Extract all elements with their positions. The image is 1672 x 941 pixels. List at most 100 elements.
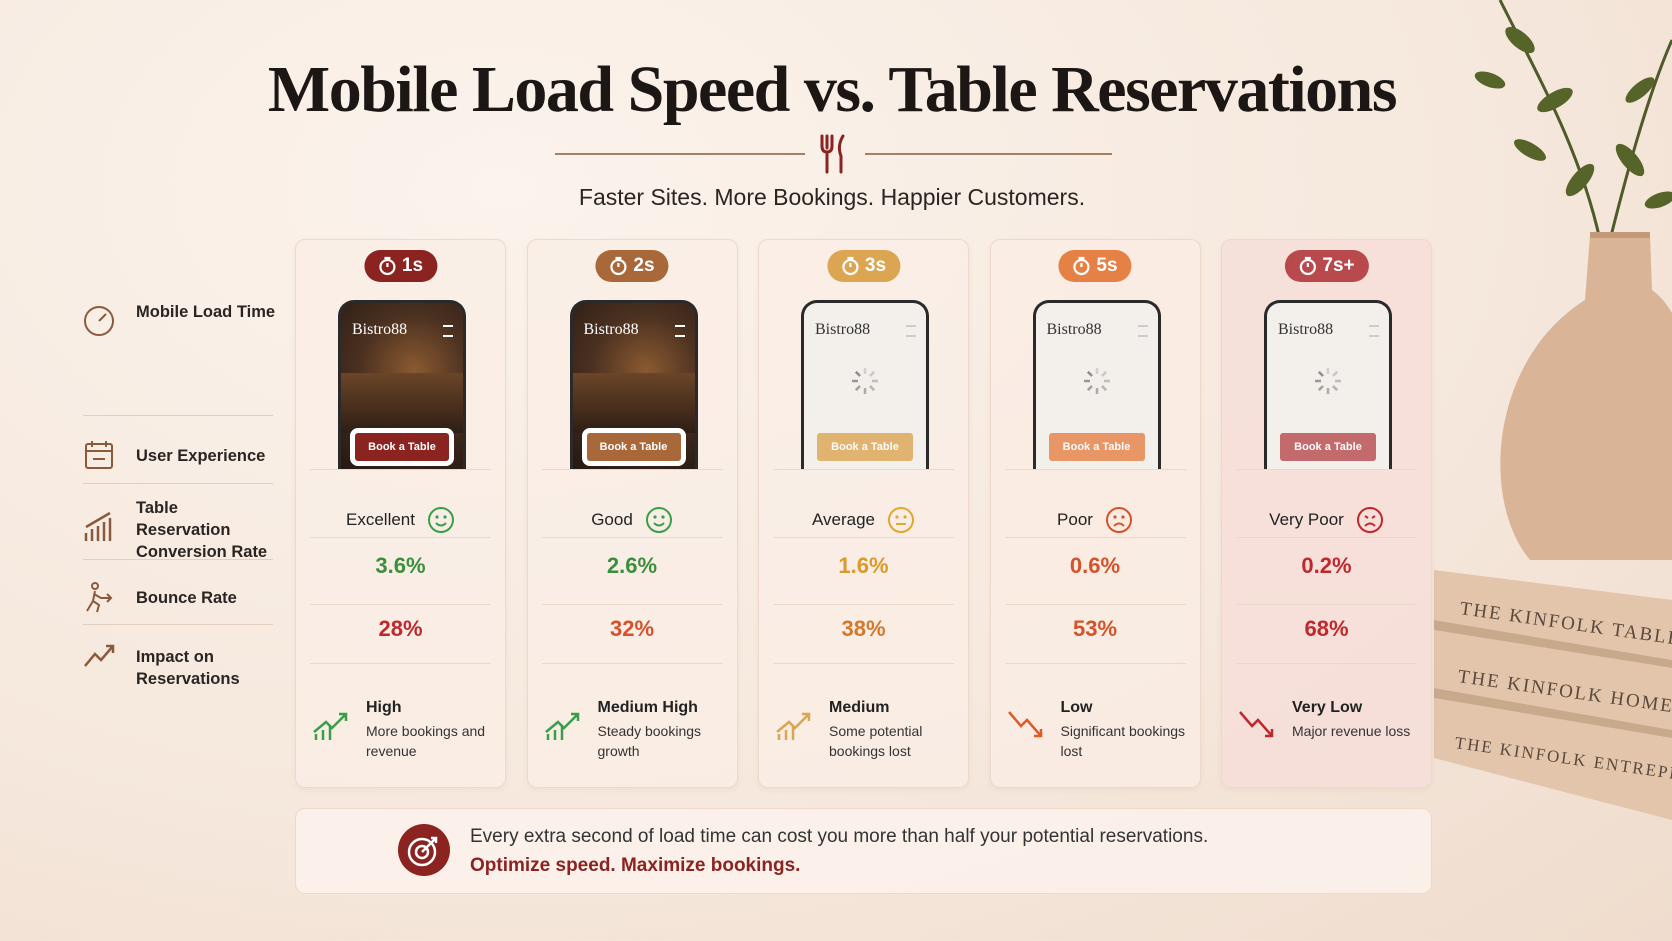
column-card: 2s Bistro88 Book a Table Good 2.6% 32% Medium … (526, 239, 738, 788)
icon (1105, 507, 1132, 533)
brand-name: Bistro88 (1278, 321, 1334, 338)
row-label: Bounce Rate (136, 589, 237, 607)
icon (85, 441, 113, 469)
phone: Bistro88 Book a Table (569, 300, 698, 469)
bounce-rate: 53% (1072, 616, 1118, 641)
icon (1083, 368, 1110, 394)
restaurant-photo (572, 373, 695, 433)
experience-row: Excellent (296, 504, 505, 536)
separator (541, 469, 723, 470)
load-time-badge: 3s (826, 250, 901, 282)
load-time-badge: 2s (595, 250, 669, 282)
footer-box (295, 808, 1432, 894)
footer-text: Every extra second of load time can cost… (470, 826, 1209, 847)
column-card: 5s Bistro88 Book a Table Poor 0.6% 53% Low Sign… (989, 239, 1201, 788)
bounce-rate: 28% (378, 616, 423, 641)
experience: Average (811, 510, 875, 529)
row-label: Impact on Reservations (136, 648, 240, 688)
experience: Poor (1057, 510, 1093, 529)
impact-level: High (366, 699, 402, 716)
separator (1004, 604, 1186, 605)
experience: Excellent (346, 510, 415, 529)
row-label: Table Reservation Conversion Rate (136, 499, 268, 561)
menu-icon (443, 325, 453, 337)
load-time: 5s (1096, 255, 1118, 276)
icon (84, 511, 112, 541)
icon (1356, 507, 1383, 533)
impact-note: Steady bookings growth (597, 723, 702, 759)
impact-level: Medium (829, 699, 890, 716)
icon (888, 507, 914, 533)
impact-note: More bookings and revenue (366, 723, 486, 759)
icon (84, 644, 115, 667)
menu-icon (1137, 325, 1148, 337)
load-time-badge: 7s+ (1284, 250, 1369, 282)
row-separator (83, 559, 273, 560)
trend-icon (312, 706, 352, 751)
icon (427, 507, 454, 533)
icon (544, 712, 579, 740)
icon (1299, 256, 1316, 276)
menu-icon (674, 325, 685, 337)
icon (84, 306, 114, 336)
face-icon (427, 506, 455, 534)
experience: Good (591, 510, 633, 529)
experience-row: Very Poor (1222, 504, 1431, 536)
experience-row: Good (528, 504, 737, 536)
experience-row: Poor (991, 504, 1200, 536)
face-icon (1105, 506, 1133, 534)
separator (310, 469, 491, 470)
trend-icon (544, 706, 584, 751)
load-time-badge: 5s (1058, 250, 1132, 282)
separator (310, 604, 491, 605)
separator (310, 663, 491, 664)
impact-level: Medium High (597, 699, 698, 716)
separator (1236, 663, 1417, 664)
trend-icon (1007, 706, 1047, 751)
bounce-rate: 32% (609, 616, 655, 641)
phone: Bistro88 Book a Table (338, 300, 466, 469)
row-icon (83, 511, 117, 550)
conversion-rate: 0.2% (1301, 553, 1352, 578)
decor (1434, 0, 1672, 820)
conversion-rate: 1.6% (838, 553, 889, 578)
brand-name: Bistro88 (1046, 321, 1102, 338)
book-button: Book a Table (817, 433, 913, 461)
separator (1236, 469, 1417, 470)
impact-note: Some potential bookings lost (829, 723, 923, 759)
column-card: 3s Bistro88 Book a Table Average 1.6% 38% Medi… (758, 239, 969, 788)
row-label: Mobile Load Time (136, 303, 276, 321)
trend-icon (1238, 706, 1278, 751)
icon (86, 582, 113, 613)
icon (1007, 711, 1042, 738)
book-button: Book a Table (1048, 433, 1145, 461)
row-icon (83, 305, 117, 344)
face-icon (1356, 506, 1384, 534)
title: Mobile Load Speed vs. Table Reservations (267, 53, 1398, 126)
brand-name: Bistro88 (583, 321, 639, 338)
conversion-rate: 2.6% (606, 553, 658, 578)
icon (1073, 256, 1090, 276)
row-icon (83, 581, 117, 620)
subtitle: Faster Sites. More Bookings. Happier Cus… (578, 184, 1086, 210)
load-time: 3s (864, 255, 887, 276)
separator (541, 604, 723, 605)
separator (1236, 604, 1417, 605)
restaurant-photo (341, 373, 463, 433)
impact-note: Major revenue loss (1292, 723, 1411, 739)
icon (610, 256, 627, 276)
experience: Very Poor (1269, 510, 1344, 529)
footer-highlight: Optimize speed. Maximize bookings. (470, 855, 801, 876)
row-icon (83, 439, 117, 478)
brand-name: Bistro88 (815, 321, 871, 338)
icon (645, 507, 672, 533)
bounce-rate: 68% (1304, 616, 1349, 641)
impact-level: Very Low (1292, 699, 1363, 716)
column-card: 7s+ Bistro88 Book a Table Very Poor 0.2% 68% V… (1221, 239, 1432, 788)
divider (555, 134, 1112, 174)
menu-icon (1369, 325, 1379, 337)
separator (773, 604, 954, 605)
icon (1315, 368, 1341, 394)
separator (773, 469, 954, 470)
